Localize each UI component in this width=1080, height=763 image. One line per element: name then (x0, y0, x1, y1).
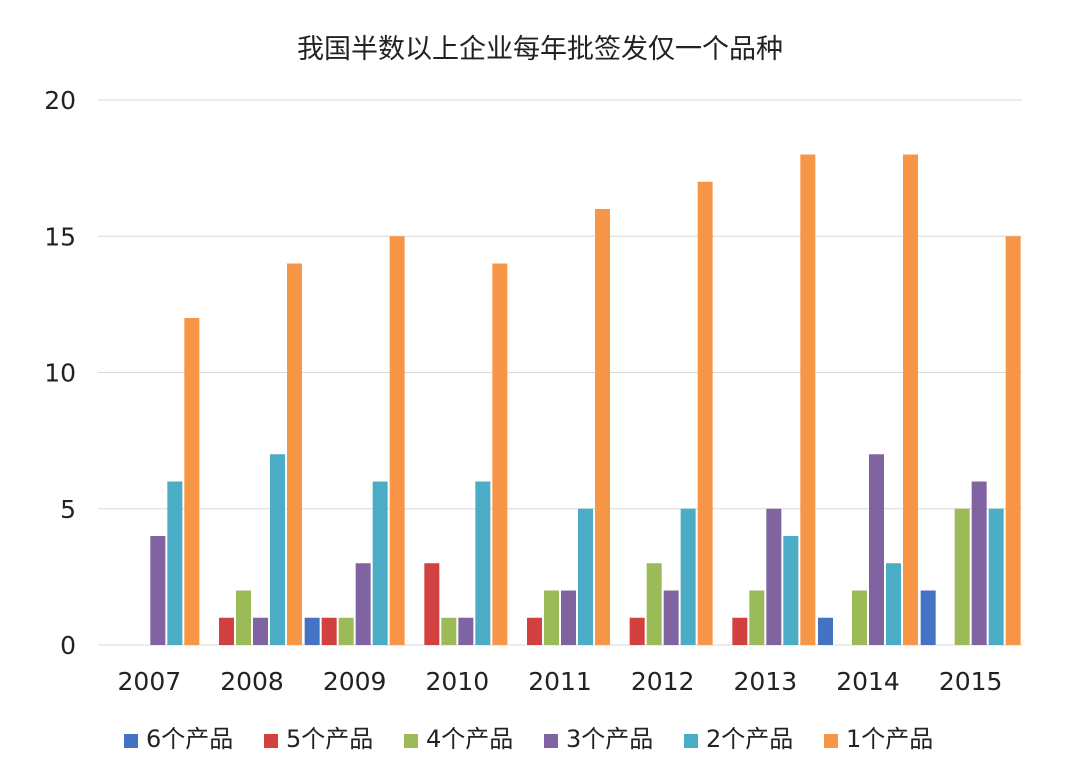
x-tick-label: 2012 (631, 667, 695, 696)
bar-2011-3个产品 (561, 590, 576, 645)
x-tick-label: 2010 (426, 667, 490, 696)
gridlines (98, 99, 1022, 646)
x-tick-label: 2014 (836, 667, 900, 696)
bar-2010-4个产品 (441, 617, 457, 645)
bar-2008-3个产品 (253, 617, 268, 645)
bar-2015-2个产品 (988, 508, 1004, 645)
bar-2013-3个产品 (766, 508, 782, 645)
bar-2015-1个产品 (1005, 236, 1021, 645)
legend-swatch (404, 734, 418, 748)
x-tick-label: 2007 (118, 667, 182, 696)
y-tick-label: 0 (60, 631, 76, 660)
bar-2009-1个产品 (389, 236, 405, 645)
bar-2007-1个产品 (184, 318, 200, 645)
bar-2013-5个产品 (732, 617, 748, 645)
legend-swatch (544, 734, 558, 748)
bar-2011-5个产品 (527, 617, 542, 645)
y-tick-label: 15 (44, 222, 76, 251)
bars (150, 154, 1021, 645)
legend-swatch (124, 734, 138, 748)
x-tick-label: 2011 (528, 667, 592, 696)
x-tick-label: 2015 (939, 667, 1003, 696)
legend-label: 6个产品 (146, 725, 233, 753)
bar-2013-4个产品 (749, 590, 765, 645)
bar-2012-2个产品 (680, 508, 696, 645)
legend-swatch (684, 734, 698, 748)
y-axis-ticks: 0 5 10 15 20 (44, 86, 76, 660)
bar-2009-4个产品 (338, 617, 354, 645)
bar-2015-6个产品 (920, 590, 936, 645)
bar-2008-1个产品 (287, 263, 302, 645)
bar-2008-4个产品 (236, 590, 251, 645)
bar-2010-3个产品 (458, 617, 474, 645)
y-tick-label: 10 (44, 359, 76, 388)
bar-2015-3个产品 (971, 481, 987, 645)
bar-2010-5个产品 (424, 563, 440, 645)
bar-2009-6个产品 (304, 617, 320, 645)
bar-2014-6个产品 (818, 617, 833, 645)
bar-2011-4个产品 (544, 590, 559, 645)
bar-2010-1个产品 (492, 263, 508, 645)
legend-swatch (264, 734, 278, 748)
bar-2007-3个产品 (150, 536, 166, 645)
bar-2007-2个产品 (167, 481, 183, 645)
legend-swatch (824, 734, 838, 748)
bar-2010-2个产品 (475, 481, 491, 645)
y-tick-label: 5 (60, 495, 76, 524)
bar-2013-2个产品 (783, 536, 799, 645)
legend-label: 3个产品 (566, 725, 653, 753)
bar-2011-1个产品 (595, 209, 610, 645)
legend: 6个产品 5个产品 4个产品 3个产品 2个产品 1个产品 (124, 725, 933, 753)
bar-2008-5个产品 (219, 617, 234, 645)
bar-2009-3个产品 (355, 563, 371, 645)
legend-label: 4个产品 (426, 725, 513, 753)
chart-title: 我国半数以上企业每年批签发仅一个品种 (297, 34, 783, 65)
y-tick-label: 20 (44, 86, 76, 115)
bar-2014-1个产品 (903, 154, 918, 645)
legend-label: 5个产品 (286, 725, 373, 753)
bar-2009-2个产品 (372, 481, 388, 645)
legend-label: 2个产品 (706, 725, 793, 753)
legend-label: 1个产品 (846, 725, 933, 753)
bar-2011-2个产品 (578, 508, 593, 645)
bar-2012-4个产品 (646, 563, 662, 645)
x-tick-label: 2009 (323, 667, 387, 696)
bar-2014-2个产品 (886, 563, 901, 645)
bar-2008-2个产品 (270, 454, 285, 645)
x-tick-label: 2013 (734, 667, 798, 696)
bar-2012-3个产品 (663, 590, 679, 645)
bar-2012-1个产品 (697, 181, 713, 645)
bar-2015-4个产品 (954, 508, 970, 645)
x-tick-label: 2008 (220, 667, 284, 696)
bar-2014-3个产品 (869, 454, 884, 645)
bar-2013-1个产品 (800, 154, 816, 645)
bar-2012-5个产品 (629, 617, 645, 645)
bar-2009-5个产品 (321, 617, 337, 645)
x-axis-ticks: 2007 2008 2009 2010 2011 2012 2013 2014 2015 (118, 667, 1003, 696)
bar-2014-4个产品 (852, 590, 867, 645)
